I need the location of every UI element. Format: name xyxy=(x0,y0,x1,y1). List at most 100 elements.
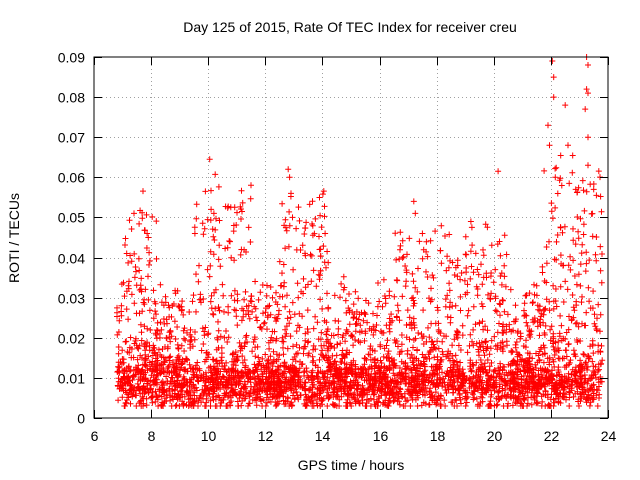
data-point xyxy=(475,387,482,394)
data-point xyxy=(470,303,477,310)
data-point xyxy=(207,403,214,409)
data-point xyxy=(502,283,509,290)
data-point xyxy=(552,165,559,172)
data-point xyxy=(508,347,515,354)
data-point xyxy=(343,365,350,372)
data-point xyxy=(282,376,289,383)
data-point xyxy=(543,260,550,267)
data-point-peak xyxy=(286,174,293,181)
data-point xyxy=(419,255,426,262)
data-point xyxy=(293,341,300,348)
data-point xyxy=(275,373,282,380)
data-point xyxy=(552,286,559,292)
data-point xyxy=(199,220,206,227)
data-point xyxy=(296,217,303,224)
data-point xyxy=(479,303,486,310)
data-point xyxy=(357,365,364,372)
data-point xyxy=(221,390,228,397)
data-point xyxy=(557,379,564,386)
data-point xyxy=(388,311,395,318)
data-point xyxy=(470,326,477,333)
data-point xyxy=(207,385,214,392)
data-point xyxy=(360,317,367,324)
data-point xyxy=(154,357,161,364)
data-point xyxy=(390,370,397,377)
y-tick-label: 0.03 xyxy=(58,291,85,307)
data-point xyxy=(509,348,516,355)
data-point xyxy=(556,355,563,362)
data-point-peak xyxy=(550,94,557,101)
data-point xyxy=(520,396,527,403)
data-point xyxy=(200,341,207,347)
data-point xyxy=(496,383,503,390)
data-point xyxy=(273,289,279,296)
data-point xyxy=(132,371,139,378)
data-point xyxy=(594,315,600,322)
data-point xyxy=(251,376,258,383)
data-point xyxy=(317,267,324,274)
data-point xyxy=(122,242,128,248)
data-point xyxy=(331,292,338,299)
data-point xyxy=(262,351,269,358)
data-point-peak xyxy=(495,168,502,175)
data-point xyxy=(589,337,596,344)
data-point xyxy=(462,403,469,409)
data-point xyxy=(590,363,597,370)
data-point xyxy=(209,372,216,379)
data-point xyxy=(157,370,164,377)
data-point xyxy=(239,199,246,206)
data-point xyxy=(408,375,415,382)
data-point xyxy=(191,230,198,237)
data-point xyxy=(342,338,349,345)
data-point xyxy=(470,391,477,398)
data-point xyxy=(160,387,166,393)
data-point xyxy=(410,294,417,301)
data-point xyxy=(311,230,318,237)
data-point xyxy=(398,332,405,338)
data-point xyxy=(139,215,146,222)
data-point xyxy=(585,284,592,291)
data-point xyxy=(583,249,590,256)
data-point xyxy=(583,359,589,366)
data-point xyxy=(432,320,439,327)
data-point xyxy=(451,359,458,366)
data-point xyxy=(297,377,304,383)
data-point xyxy=(344,396,351,403)
data-point xyxy=(488,403,495,409)
data-point xyxy=(549,340,556,347)
data-point xyxy=(231,297,238,304)
data-point xyxy=(326,394,333,401)
data-point xyxy=(414,390,421,397)
data-point xyxy=(455,375,462,382)
data-point xyxy=(171,318,178,325)
data-point xyxy=(473,395,480,402)
data-point xyxy=(348,370,355,377)
data-point xyxy=(300,275,307,282)
data-point xyxy=(309,221,315,227)
data-point xyxy=(191,224,198,231)
data-point xyxy=(421,361,428,368)
data-point xyxy=(564,286,571,293)
data-point xyxy=(477,399,484,406)
data-point xyxy=(447,299,454,306)
data-point xyxy=(361,309,368,316)
data-point xyxy=(462,291,469,298)
data-point xyxy=(205,390,212,397)
data-point xyxy=(240,313,247,320)
data-point xyxy=(442,303,449,310)
data-point xyxy=(522,344,529,351)
data-point xyxy=(343,330,349,337)
data-point xyxy=(408,325,415,332)
data-point xyxy=(158,393,165,400)
data-point xyxy=(539,269,546,276)
data-point xyxy=(414,346,421,353)
data-point xyxy=(219,381,226,388)
x-tick-label: 22 xyxy=(544,428,560,444)
data-point xyxy=(335,331,342,338)
data-point xyxy=(532,361,539,368)
data-point xyxy=(510,358,517,365)
data-point xyxy=(449,303,456,310)
data-point-peak xyxy=(549,58,556,64)
data-point xyxy=(419,351,426,358)
data-point xyxy=(595,379,602,386)
